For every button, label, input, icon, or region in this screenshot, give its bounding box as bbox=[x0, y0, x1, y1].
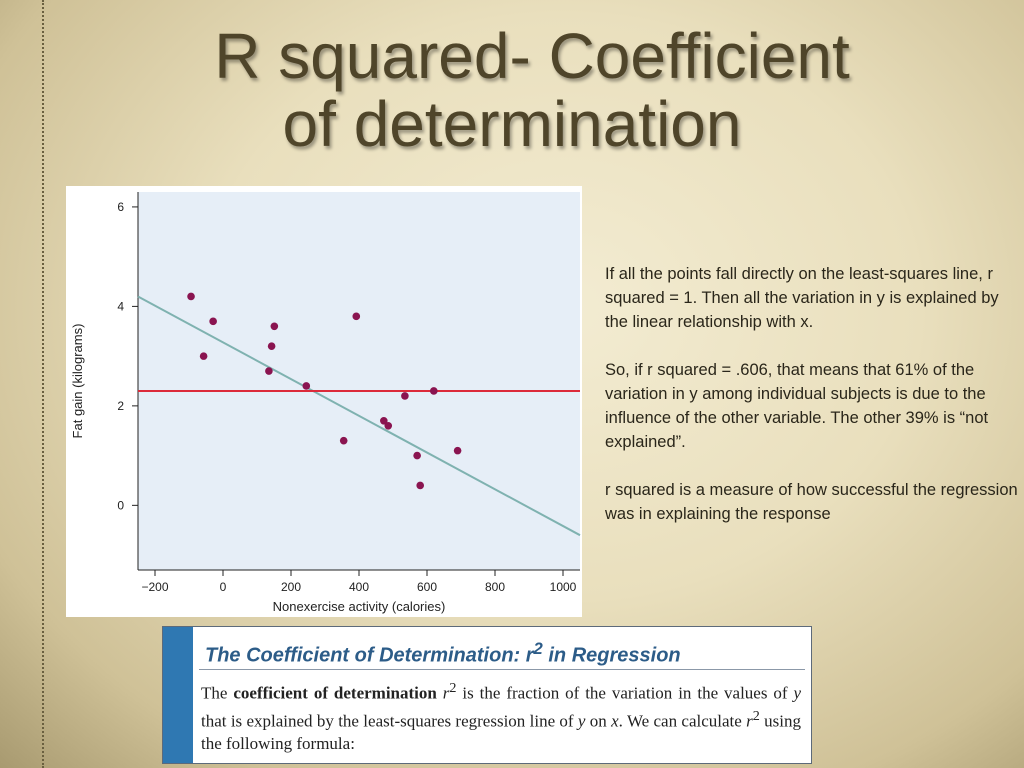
explanation-paragraph-2: So, if r squared = .606, that means that… bbox=[605, 361, 989, 451]
definition-accent-strip bbox=[163, 627, 193, 763]
definition-text: is the fraction of the variation in the … bbox=[456, 683, 794, 703]
explanation-paragraph-1: If all the points fall directly on the l… bbox=[605, 265, 999, 331]
x-tick-label: 800 bbox=[485, 580, 505, 594]
data-point bbox=[430, 387, 438, 395]
scatterplot-panel: −200 0 200 400 600 800 1000 0 2 4 6 Nonexercise act… bbox=[66, 186, 582, 617]
y-tick-label: 6 bbox=[117, 200, 124, 214]
data-point bbox=[352, 312, 361, 321]
y-tick-label: 2 bbox=[117, 399, 124, 413]
data-point bbox=[401, 392, 409, 400]
definition-text: that is explained by the least-squares r… bbox=[201, 711, 578, 731]
explanation-text: If all the points fall directly on the l… bbox=[605, 262, 1023, 550]
data-point bbox=[380, 416, 388, 425]
definition-divider bbox=[199, 669, 805, 670]
definition-text: using the following formula: bbox=[201, 711, 802, 754]
data-point bbox=[453, 446, 462, 455]
data-point bbox=[270, 322, 279, 331]
definition-superscript: 2 bbox=[752, 707, 760, 724]
data-point bbox=[209, 317, 217, 326]
definition-heading-superscript: 2 bbox=[533, 639, 543, 658]
data-point bbox=[416, 481, 425, 490]
dotted-margin-line bbox=[42, 0, 44, 768]
slide-title-line-2: of determination bbox=[282, 88, 742, 160]
y-tick-label: 0 bbox=[117, 498, 124, 512]
scatterplot: −200 0 200 400 600 800 1000 0 2 4 6 Nonexercise act… bbox=[70, 192, 581, 614]
x-tick-label: 600 bbox=[417, 580, 437, 594]
data-point bbox=[199, 352, 208, 360]
regression-line bbox=[137, 295, 581, 537]
data-point bbox=[339, 436, 348, 445]
definition-heading: The Coefficient of Determination: r2 in … bbox=[205, 639, 681, 668]
slide-title: R squared- Coefficient of determination bbox=[0, 22, 1024, 158]
definition-symbol: x bbox=[611, 711, 619, 731]
data-point bbox=[302, 382, 311, 390]
definition-text: The bbox=[201, 683, 234, 703]
data-point bbox=[265, 367, 273, 375]
plot-area bbox=[138, 192, 580, 570]
definition-heading-tail: in Regression bbox=[548, 644, 681, 667]
data-point bbox=[267, 342, 276, 350]
definition-box: The Coefficient of Determination: r2 in … bbox=[162, 626, 812, 764]
definition-text: on bbox=[585, 711, 612, 731]
x-tick-label: −200 bbox=[141, 580, 168, 594]
y-axis-label: Fat gain (kilograms) bbox=[70, 324, 85, 439]
definition-text: . We can calculate bbox=[618, 711, 747, 731]
x-tick-label: 0 bbox=[220, 580, 227, 594]
definition-term: coefficient of determination bbox=[233, 683, 437, 703]
definition-symbol: r bbox=[746, 711, 753, 731]
data-point bbox=[413, 451, 421, 460]
explanation-paragraph-3: r squared is a measure of how successful… bbox=[605, 481, 1018, 523]
data-point bbox=[384, 421, 393, 430]
slide-title-line-1: R squared- Coefficient bbox=[214, 20, 850, 92]
definition-heading-text: The Coefficient of Determination: r bbox=[205, 644, 534, 667]
x-tick-label: 1000 bbox=[550, 580, 577, 594]
definition-symbol: r bbox=[442, 683, 450, 703]
definition-superscript: 2 bbox=[449, 680, 457, 696]
y-tick-label: 4 bbox=[117, 299, 124, 313]
definition-symbol: y bbox=[577, 711, 586, 731]
x-axis-label: Nonexercise activity (calories) bbox=[273, 599, 446, 614]
x-tick-label: 400 bbox=[349, 580, 369, 594]
definition-body: The coefficient of determination r2 is t… bbox=[201, 677, 801, 755]
data-point bbox=[187, 292, 195, 301]
definition-symbol: y bbox=[793, 683, 802, 703]
x-tick-label: 200 bbox=[281, 580, 301, 594]
